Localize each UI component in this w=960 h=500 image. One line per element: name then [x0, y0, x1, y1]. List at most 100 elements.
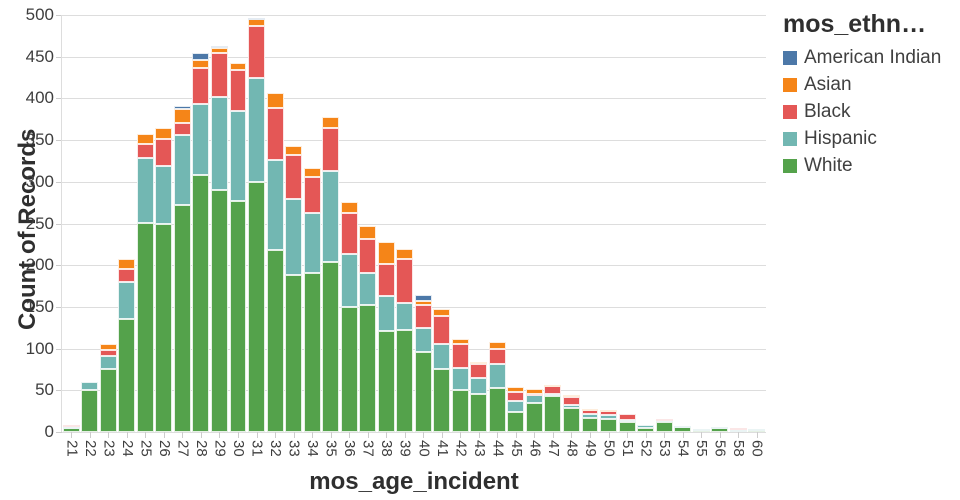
bar-segment-26-asian — [155, 128, 173, 140]
x-tick-label: 49 — [582, 440, 599, 457]
legend: mos_ethn… American Indian Asian Black Hispa… — [783, 10, 941, 182]
x-tick — [590, 432, 591, 438]
bar-segment-36-white — [340, 306, 358, 432]
bar-segment-47-black — [544, 386, 562, 395]
x-tick-label: 30 — [230, 440, 247, 457]
y-tick — [56, 265, 62, 267]
bar-segment-22-white — [81, 390, 99, 432]
y-tick-label: 250 — [25, 213, 54, 233]
bar-segment-33-asian — [285, 145, 303, 156]
x-tick-label: 27 — [174, 440, 192, 457]
bar-segment-43-asian — [470, 361, 488, 364]
x-tick-label: 29 — [211, 440, 229, 457]
x-tick-label: 46 — [526, 440, 544, 457]
x-tick — [404, 432, 406, 438]
bar-segment-39-black — [396, 258, 414, 303]
bar-segment-32-white — [266, 250, 284, 432]
y-tick — [56, 56, 62, 58]
bar-segment-51-hispanic — [618, 420, 636, 423]
legend-swatch-icon — [783, 78, 797, 92]
x-tick — [71, 432, 73, 438]
bar-segment-30-hispanic — [229, 110, 247, 201]
x-tick — [330, 432, 332, 438]
y-tick-label: 50 — [35, 380, 54, 400]
bar-segment-38-black — [377, 264, 395, 297]
y-tick-label: 500 — [25, 5, 54, 24]
x-tick — [571, 432, 573, 438]
x-tick-label: 48 — [563, 440, 581, 457]
bar-segment-47-hispanic — [544, 394, 562, 397]
bar-segment-40-asian — [414, 301, 432, 306]
bar-segment-37-black — [359, 239, 377, 273]
legend-label: Asian — [804, 74, 852, 95]
bar-segment-31-american-indian — [248, 17, 265, 20]
bar-segment-32-hispanic — [266, 160, 284, 251]
legend-label: Hispanic — [804, 128, 877, 149]
y-tick — [56, 348, 62, 350]
x-tick-label: 25 — [137, 440, 155, 457]
bar-segment-38-hispanic — [377, 296, 395, 332]
bar-segment-48-asian — [563, 395, 580, 398]
gridline — [62, 223, 766, 225]
x-tick-label: 26 — [155, 440, 173, 457]
x-tick-label: 47 — [544, 440, 562, 457]
y-tick-label: 150 — [25, 296, 54, 316]
gridline — [62, 181, 766, 183]
bar-segment-28-hispanic — [192, 104, 210, 176]
bar-segment-47-asian — [544, 385, 562, 388]
legend-label: White — [804, 155, 853, 176]
bar-segment-60-hispanic — [748, 428, 766, 432]
bar-segment-29-american-indian — [211, 45, 228, 48]
x-tick — [367, 432, 369, 438]
bar-segment-43-black — [470, 363, 488, 378]
bar-segment-24-asian — [118, 259, 136, 270]
bar-segment-37-asian — [359, 226, 377, 240]
gridline — [62, 15, 766, 16]
bar-segment-23-white — [99, 368, 117, 432]
gridline — [62, 306, 766, 308]
bar-segment-37-hispanic — [359, 272, 377, 306]
bar-segment-28-white — [192, 175, 210, 432]
bar-segment-35-asian — [322, 116, 340, 128]
bar-segment-38-white — [377, 331, 395, 432]
bar-segment-33-black — [285, 155, 303, 200]
legend-item-hispanic: Hispanic — [783, 128, 941, 150]
x-tick — [293, 432, 295, 438]
x-tick — [423, 432, 425, 438]
x-tick — [108, 432, 110, 438]
bar-segment-21-hispanic — [62, 426, 80, 429]
bar-segment-27-white — [173, 205, 191, 432]
x-tick — [534, 432, 536, 438]
legend-item-black: Black — [783, 101, 941, 123]
bar-segment-42-hispanic — [451, 367, 469, 391]
bar-segment-29-hispanic — [211, 96, 228, 191]
x-tick — [238, 432, 239, 438]
x-tick-label: 51 — [619, 440, 637, 457]
bar-segment-39-asian — [396, 248, 414, 259]
bar-segment-27-american-indian — [173, 105, 191, 110]
bar-segment-42-white — [451, 390, 469, 432]
x-tick — [664, 432, 666, 438]
legend-items: American Indian Asian Black Hispanic White — [783, 47, 941, 177]
x-tick — [552, 432, 554, 438]
bar-segment-34-asian — [303, 167, 321, 177]
x-tick — [627, 432, 629, 438]
x-tick-label: 45 — [507, 440, 525, 457]
bar-segment-30-asian — [229, 63, 247, 71]
x-tick-label: 33 — [285, 440, 303, 457]
bar-segment-41-hispanic — [433, 343, 451, 369]
bar-segment-34-white — [303, 272, 321, 432]
bar-segment-51-white — [618, 421, 636, 432]
legend-swatch-icon — [783, 132, 797, 146]
x-tick — [312, 432, 314, 438]
x-tick-label: 40 — [415, 440, 433, 457]
bar-segment-25-black — [136, 144, 154, 159]
bar-segment-49-asian — [581, 408, 599, 411]
bar-segment-36-asian — [340, 201, 358, 214]
x-tick-label: 43 — [470, 440, 488, 457]
x-tick-label: 50 — [600, 440, 618, 457]
x-tick — [275, 432, 277, 438]
x-tick — [200, 432, 202, 438]
bar-segment-33-hispanic — [285, 199, 303, 276]
bar-segment-56-hispanic — [711, 426, 729, 429]
